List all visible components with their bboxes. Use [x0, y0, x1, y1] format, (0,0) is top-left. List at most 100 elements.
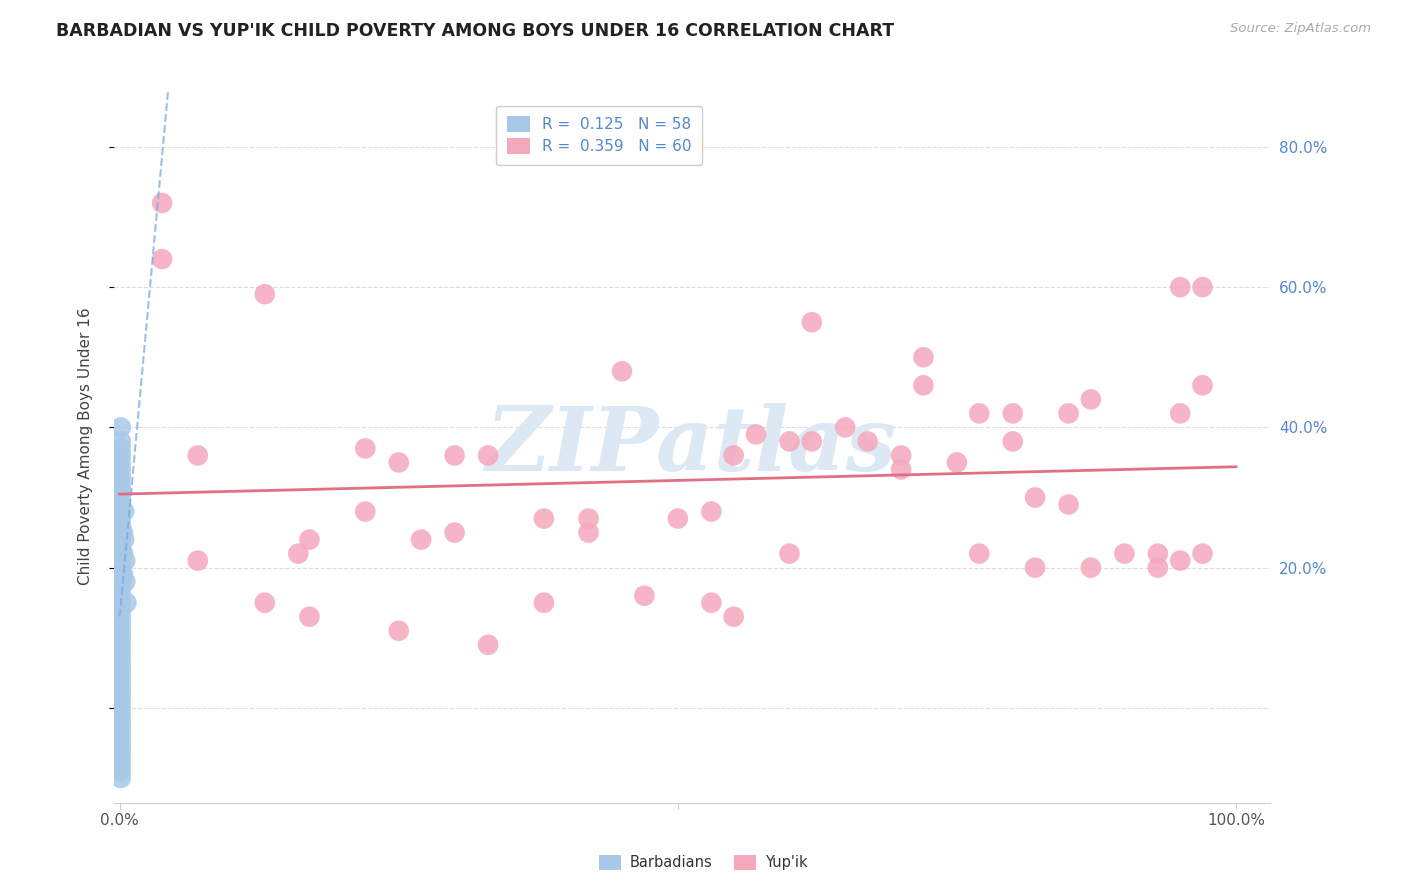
Point [834, 420, 856, 434]
Point [354, 442, 377, 456]
Point [779, 547, 801, 561]
Point [110, 547, 132, 561]
Point [110, 442, 132, 456]
Y-axis label: Child Poverty Among Boys Under 16: Child Poverty Among Boys Under 16 [79, 308, 93, 585]
Point [912, 378, 935, 392]
Point [110, 631, 132, 645]
Point [779, 434, 801, 449]
Point [1001, 434, 1024, 449]
Point [298, 533, 321, 547]
Point [298, 609, 321, 624]
Point [187, 449, 209, 463]
Point [110, 504, 132, 518]
Point [723, 609, 745, 624]
Point [112, 504, 135, 518]
Point [578, 511, 600, 525]
Point [946, 455, 969, 469]
Point [110, 455, 132, 469]
Point [110, 483, 132, 498]
Point [110, 511, 132, 525]
Point [187, 553, 209, 567]
Point [253, 287, 276, 301]
Point [112, 567, 135, 582]
Point [110, 764, 132, 778]
Point [700, 504, 723, 518]
Point [890, 462, 912, 476]
Point [800, 315, 823, 329]
Point [110, 638, 132, 652]
Point [110, 729, 132, 743]
Point [110, 609, 132, 624]
Legend: R =  0.125   N = 58, R =  0.359   N = 60: R = 0.125 N = 58, R = 0.359 N = 60 [496, 105, 703, 165]
Point [110, 665, 132, 680]
Point [110, 736, 132, 750]
Point [1080, 560, 1102, 574]
Point [610, 364, 633, 378]
Point [477, 449, 499, 463]
Point [110, 518, 132, 533]
Point [114, 574, 136, 589]
Point [1147, 560, 1170, 574]
Point [110, 750, 132, 764]
Point [666, 511, 689, 525]
Point [110, 434, 132, 449]
Point [1168, 406, 1191, 420]
Point [110, 560, 132, 574]
Point [354, 504, 377, 518]
Point [1057, 498, 1080, 512]
Point [1168, 280, 1191, 294]
Point [578, 525, 600, 540]
Point [112, 525, 135, 540]
Point [967, 406, 990, 420]
Text: Source: ZipAtlas.com: Source: ZipAtlas.com [1230, 22, 1371, 36]
Point [110, 462, 132, 476]
Point [110, 491, 132, 505]
Point [1191, 547, 1213, 561]
Point [700, 596, 723, 610]
Point [110, 673, 132, 687]
Point [110, 533, 132, 547]
Point [114, 553, 136, 567]
Point [110, 701, 132, 715]
Point [253, 596, 276, 610]
Point [533, 596, 555, 610]
Point [150, 252, 173, 266]
Point [1080, 392, 1102, 407]
Point [890, 449, 912, 463]
Point [800, 434, 823, 449]
Point [110, 420, 132, 434]
Point [110, 567, 132, 582]
Point [110, 540, 132, 554]
Text: BARBADIAN VS YUP'IK CHILD POVERTY AMONG BOYS UNDER 16 CORRELATION CHART: BARBADIAN VS YUP'IK CHILD POVERTY AMONG … [56, 22, 894, 40]
Point [1168, 553, 1191, 567]
Legend: Barbadians, Yup'ik: Barbadians, Yup'ik [593, 848, 813, 876]
Point [856, 434, 879, 449]
Point [1147, 547, 1170, 561]
Point [110, 553, 132, 567]
Point [745, 427, 768, 442]
Point [110, 722, 132, 736]
Point [110, 771, 132, 785]
Point [110, 652, 132, 666]
Point [533, 511, 555, 525]
Point [110, 596, 132, 610]
Point [112, 533, 135, 547]
Point [912, 351, 935, 365]
Point [110, 476, 132, 491]
Point [110, 449, 132, 463]
Point [110, 469, 132, 483]
Point [110, 582, 132, 596]
Point [110, 714, 132, 729]
Point [443, 525, 465, 540]
Point [110, 694, 132, 708]
Point [477, 638, 499, 652]
Point [110, 574, 132, 589]
Point [110, 658, 132, 673]
Point [110, 743, 132, 757]
Point [110, 756, 132, 771]
Point [1191, 378, 1213, 392]
Point [1001, 406, 1024, 420]
Point [967, 547, 990, 561]
Text: ZIPatlas: ZIPatlas [486, 403, 897, 490]
Point [110, 624, 132, 638]
